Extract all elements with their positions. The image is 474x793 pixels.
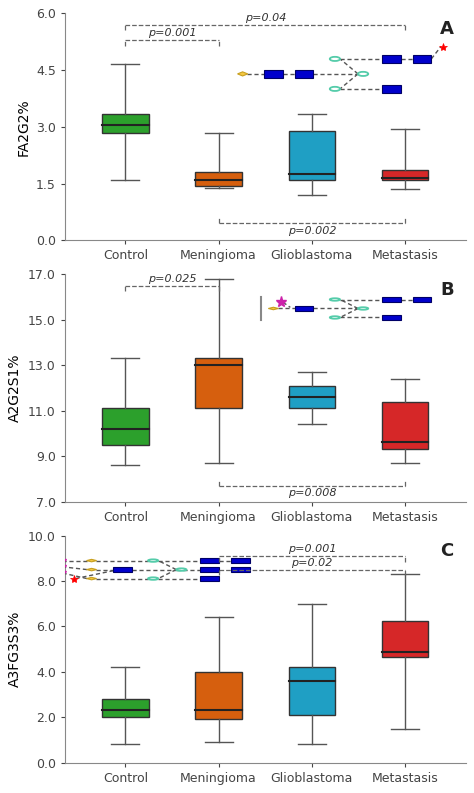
Bar xyxy=(289,667,335,715)
Text: p=0.001: p=0.001 xyxy=(148,28,196,38)
Bar xyxy=(382,316,401,320)
Text: A: A xyxy=(440,20,454,38)
Text: p=0.002: p=0.002 xyxy=(288,226,336,236)
Text: p=0.04: p=0.04 xyxy=(245,13,286,23)
Text: p=0.025: p=0.025 xyxy=(148,274,196,284)
Bar xyxy=(289,385,335,408)
Text: C: C xyxy=(440,542,454,561)
Polygon shape xyxy=(87,559,97,561)
Bar xyxy=(264,70,283,78)
Polygon shape xyxy=(268,307,278,310)
Polygon shape xyxy=(87,569,97,571)
Bar xyxy=(195,672,242,719)
Bar xyxy=(295,306,313,311)
Bar xyxy=(102,113,149,132)
Polygon shape xyxy=(87,577,97,580)
Bar xyxy=(413,297,431,302)
Text: B: B xyxy=(440,282,454,299)
Text: p=0.001: p=0.001 xyxy=(288,544,336,554)
Y-axis label: A2G2S1%: A2G2S1% xyxy=(9,354,22,422)
Y-axis label: FA2G2%: FA2G2% xyxy=(16,98,30,155)
Bar xyxy=(413,56,431,63)
Bar xyxy=(113,567,132,572)
Polygon shape xyxy=(237,72,248,76)
Bar xyxy=(231,567,249,572)
Bar xyxy=(201,558,219,563)
Bar xyxy=(195,172,242,186)
Bar xyxy=(195,358,242,408)
Bar xyxy=(201,577,219,580)
Bar xyxy=(289,131,335,180)
Bar xyxy=(382,85,401,93)
Text: p=0.02: p=0.02 xyxy=(291,558,333,568)
Bar xyxy=(382,170,428,180)
Y-axis label: A3FG3S3%: A3FG3S3% xyxy=(9,611,22,688)
Bar xyxy=(102,699,149,717)
Bar xyxy=(231,558,249,563)
Bar xyxy=(382,56,401,63)
Bar xyxy=(102,408,149,445)
Bar xyxy=(382,621,428,657)
Bar xyxy=(382,297,401,302)
Text: p=0.008: p=0.008 xyxy=(288,488,336,498)
Bar xyxy=(295,70,313,78)
Bar xyxy=(201,567,219,572)
Bar xyxy=(382,401,428,450)
